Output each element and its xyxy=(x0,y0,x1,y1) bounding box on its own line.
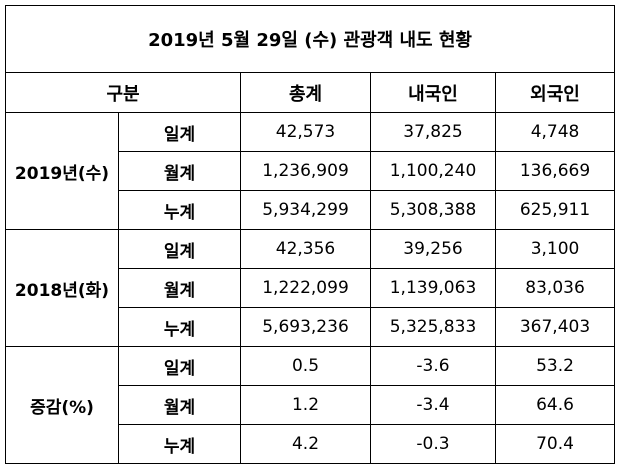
data-row: 월계 1,222,099 1,139,063 83,036 xyxy=(6,268,616,308)
data-cell: -0.3 xyxy=(370,424,496,464)
header-cell: 내국인 xyxy=(370,72,496,113)
data-cell: 42,573 xyxy=(240,112,371,152)
tourist-table: 2019년 5월 29일 (수) 관광객 내도 현황 구분 총계 내국인 외국인 201… xyxy=(4,5,616,464)
group-label: 2019년(수) xyxy=(5,112,119,230)
row-label: 누계 xyxy=(118,307,241,347)
row-label: 누계 xyxy=(118,424,241,464)
data-row: 누계 5,934,299 5,308,388 625,911 xyxy=(6,190,616,230)
data-cell: 1,100,240 xyxy=(370,151,496,191)
data-cell: 4.2 xyxy=(240,424,371,464)
data-row: 월계 1.2 -3.4 64.6 xyxy=(6,385,616,425)
title-row: 2019년 5월 29일 (수) 관광객 내도 현황 xyxy=(4,5,616,73)
data-cell: 3,100 xyxy=(494,229,616,269)
row-label: 월계 xyxy=(118,385,241,425)
data-cell: 70.4 xyxy=(494,424,616,464)
data-cell: -3.4 xyxy=(370,385,496,425)
data-row: 2019년(수) 일계 42,573 37,825 4,748 xyxy=(5,112,616,230)
header-cell: 총계 xyxy=(240,72,371,113)
data-cell: 42,356 xyxy=(240,229,371,269)
data-cell: 367,403 xyxy=(494,307,616,347)
data-cell: 39,256 xyxy=(370,229,496,269)
row-label: 월계 xyxy=(118,268,241,308)
data-cell: 4,748 xyxy=(494,112,616,152)
data-cell: 1.2 xyxy=(240,385,371,425)
data-cell: 83,036 xyxy=(494,268,616,308)
data-cell: 5,308,388 xyxy=(370,190,496,230)
row-label: 일계 xyxy=(118,346,241,386)
table-title: 2019년 5월 29일 (수) 관광객 내도 현황 xyxy=(4,5,616,73)
data-row: 누계 4.2 -0.3 70.4 xyxy=(6,424,616,464)
header-row: 구분 총계 내국인 외국인 xyxy=(5,72,616,113)
data-cell: 0.5 xyxy=(240,346,371,386)
data-cell: 1,236,909 xyxy=(240,151,371,191)
header-cell: 외국인 xyxy=(494,72,616,113)
data-row: 2018년(화) 일계 42,356 39,256 3,100 xyxy=(5,229,616,347)
group-label: 증감(%) xyxy=(5,346,119,464)
data-cell: 5,325,833 xyxy=(370,307,496,347)
group-label: 2018년(화) xyxy=(5,229,119,347)
row-label: 월계 xyxy=(118,151,241,191)
data-cell: 1,139,063 xyxy=(370,268,496,308)
data-cell: 5,934,299 xyxy=(240,190,371,230)
table-body: 2019년 5월 29일 (수) 관광객 내도 현황 구분 총계 내국인 외국인 201… xyxy=(4,5,616,464)
row-label: 일계 xyxy=(118,112,241,152)
data-cell: 53.2 xyxy=(494,346,616,386)
data-row: 월계 1,236,909 1,100,240 136,669 xyxy=(6,151,616,191)
data-cell: 5,693,236 xyxy=(240,307,371,347)
data-cell: 136,669 xyxy=(494,151,616,191)
data-cell: 1,222,099 xyxy=(240,268,371,308)
data-row: 증감(%) 일계 0.5 -3.6 53.2 xyxy=(5,346,616,464)
row-label: 누계 xyxy=(118,190,241,230)
row-label: 일계 xyxy=(118,229,241,269)
header-cell: 구분 xyxy=(5,72,241,113)
data-cell: 64.6 xyxy=(494,385,616,425)
data-row: 누계 5,693,236 5,325,833 367,403 xyxy=(6,307,616,347)
data-cell: 37,825 xyxy=(370,112,496,152)
data-cell: 625,911 xyxy=(494,190,616,230)
data-cell: -3.6 xyxy=(370,346,496,386)
